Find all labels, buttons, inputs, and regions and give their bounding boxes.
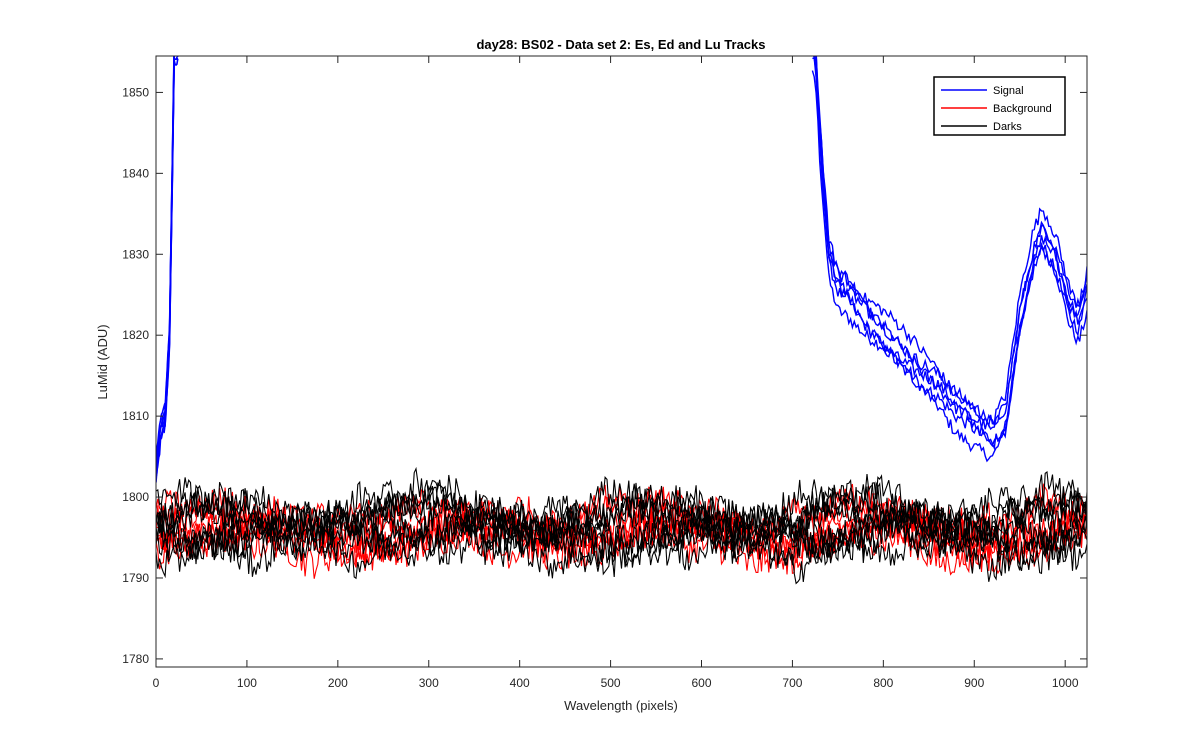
y-tick-label: 1820 <box>122 328 149 342</box>
darks-trace <box>156 474 1087 546</box>
legend-label-background: Background <box>993 103 1052 115</box>
signal-trace <box>813 56 1087 451</box>
signal-trace <box>815 56 1087 429</box>
darks-trace <box>156 466 1087 542</box>
signal-trace <box>812 56 1087 431</box>
x-tick-label: 0 <box>153 676 160 690</box>
y-tick-label: 1830 <box>122 247 149 261</box>
x-tick-label: 400 <box>510 676 530 690</box>
y-tick-label: 1810 <box>122 409 149 423</box>
legend-label-signal: Signal <box>993 85 1024 97</box>
y-tick-label: 1800 <box>122 490 149 504</box>
x-tick-label: 300 <box>419 676 439 690</box>
y-tick-label: 1790 <box>122 571 149 585</box>
x-tick-label: 500 <box>601 676 621 690</box>
x-tick-label: 1000 <box>1052 676 1079 690</box>
x-tick-label: 100 <box>237 676 257 690</box>
plot-area-background <box>156 56 1087 667</box>
x-tick-label: 900 <box>964 676 984 690</box>
signal-trace-left <box>156 56 175 465</box>
ticks-layer: 0 100 200 300 400 500 600 700 800 900 1000 1780 1790… <box>122 56 1087 690</box>
x-tick-label: 800 <box>873 676 893 690</box>
y-axis-label: LuMid (ADU) <box>95 324 110 399</box>
chart-title: day28: BS02 - Data set 2: Es, Ed and Lu … <box>476 37 765 52</box>
y-tick-label: 1850 <box>122 85 149 99</box>
x-tick-label: 700 <box>782 676 802 690</box>
y-tick-label: 1840 <box>122 166 149 180</box>
x-tick-label: 200 <box>328 676 348 690</box>
legend-label-darks: Darks <box>993 121 1022 133</box>
x-axis-label: Wavelength (pixels) <box>564 698 678 713</box>
y-tick-label: 1780 <box>122 652 149 666</box>
x-tick-label: 600 <box>691 676 711 690</box>
legend: Signal Background Darks <box>933 76 1066 136</box>
signal-trace <box>812 56 1087 448</box>
plot-area-frame <box>155 55 1088 668</box>
darks-trace <box>156 485 1087 552</box>
darks-trace <box>156 507 1087 585</box>
series-layer <box>156 56 1087 585</box>
